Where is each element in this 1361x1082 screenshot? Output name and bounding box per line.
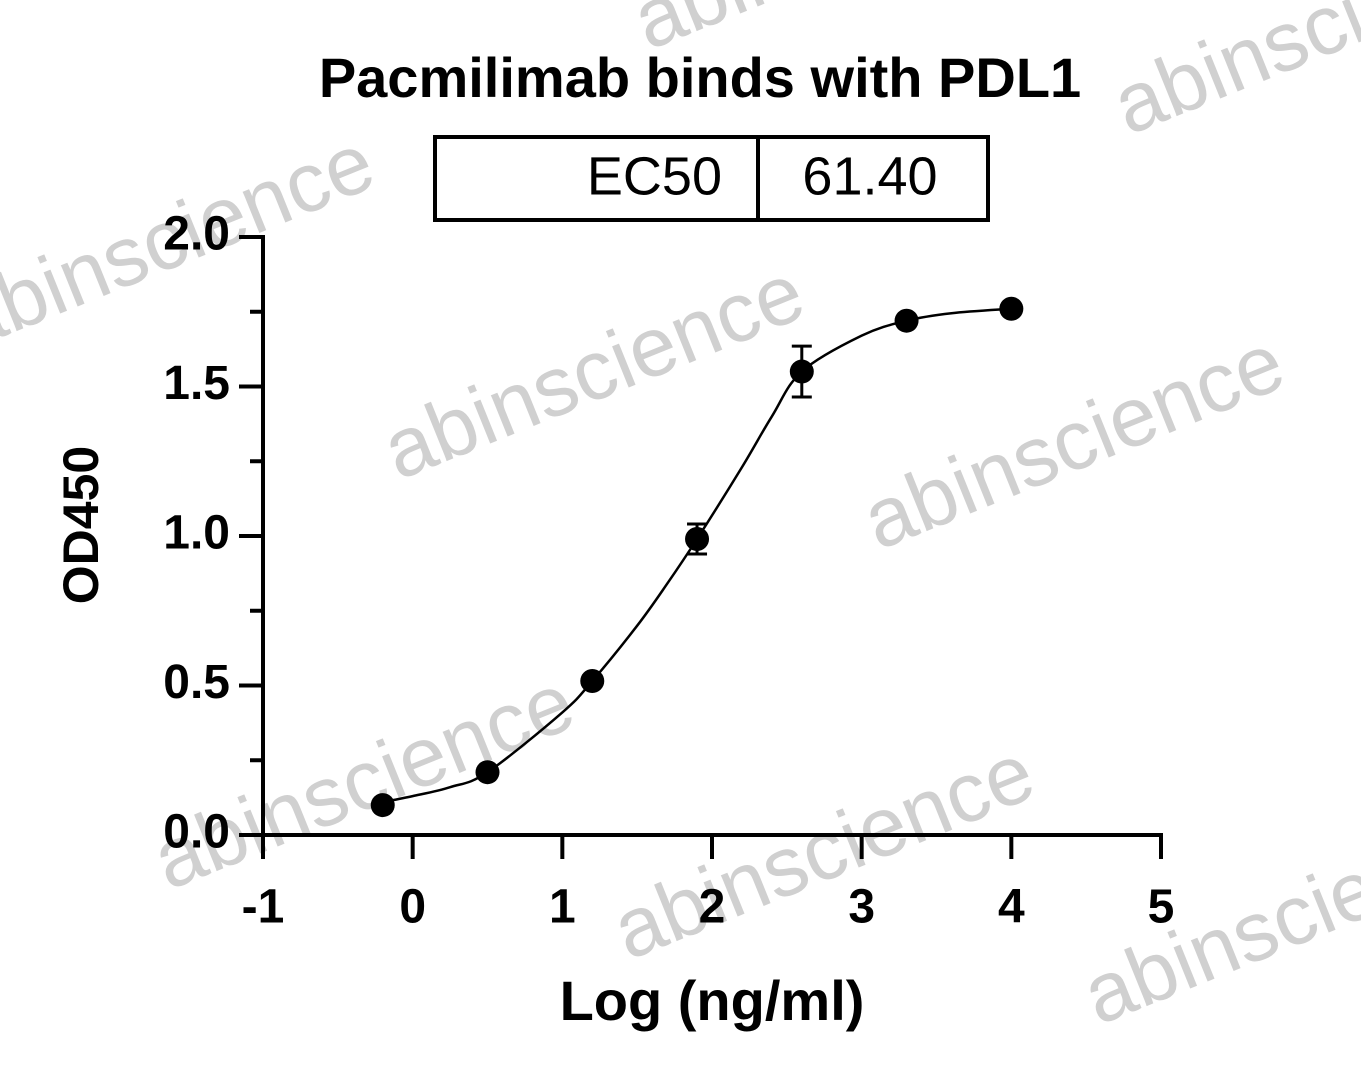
watermark: abinscience xyxy=(1100,0,1361,152)
data-point xyxy=(685,526,710,551)
ec50-box xyxy=(433,135,990,222)
chart-title: Pacmilimab binds with PDL1 xyxy=(319,46,1081,109)
x-tick-label: 1 xyxy=(549,881,576,934)
watermark: abinscience xyxy=(850,314,1297,567)
watermark: abinscience xyxy=(600,724,1047,977)
ec50-value: 61.40 xyxy=(802,146,937,206)
x-tick-label: -1 xyxy=(242,881,285,934)
fit-curve xyxy=(382,307,1012,804)
data-point xyxy=(475,760,500,785)
x-tick-label: 5 xyxy=(1148,881,1175,934)
x-tick-label: 3 xyxy=(848,881,875,934)
y-tick-label: 1.0 xyxy=(163,507,230,560)
data-point xyxy=(999,296,1024,321)
data-point xyxy=(580,669,605,694)
y-tick-label: 0.0 xyxy=(163,806,230,859)
x-axis-label: Log (ng/ml) xyxy=(560,969,865,1032)
y-axis-label: OD450 xyxy=(53,446,109,604)
watermark: abinscience xyxy=(370,244,817,497)
watermark: abinscience xyxy=(1070,789,1361,1042)
x-tick-label: 4 xyxy=(998,881,1025,934)
x-tick-label: 2 xyxy=(699,881,726,934)
y-tick-label: 1.5 xyxy=(163,357,230,410)
ec50-label: EC50 xyxy=(587,146,722,206)
data-point xyxy=(789,359,814,384)
data-point xyxy=(894,308,919,333)
x-tick-label: 0 xyxy=(399,881,426,934)
data-point xyxy=(370,793,395,818)
y-tick-label: 0.5 xyxy=(163,656,230,709)
y-tick-label: 2.0 xyxy=(163,208,230,261)
